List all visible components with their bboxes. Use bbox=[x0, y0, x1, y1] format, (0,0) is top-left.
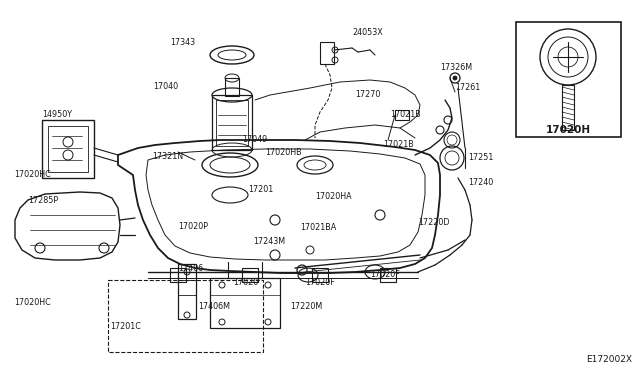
Text: E172002X: E172002X bbox=[586, 355, 632, 364]
Text: 17020HB: 17020HB bbox=[265, 148, 301, 157]
Text: 17040: 17040 bbox=[153, 82, 178, 91]
Bar bbox=[395, 110, 409, 120]
Text: 17021B: 17021B bbox=[383, 140, 413, 149]
Text: 17020P: 17020P bbox=[178, 222, 208, 231]
Text: 17020HA: 17020HA bbox=[315, 192, 351, 201]
Bar bbox=[48, 126, 88, 172]
Bar bbox=[170, 268, 186, 282]
Text: 14950Y: 14950Y bbox=[42, 110, 72, 119]
Text: 17326M: 17326M bbox=[440, 63, 472, 72]
Text: 17220D: 17220D bbox=[418, 218, 449, 227]
Bar bbox=[562, 85, 574, 130]
Bar bbox=[225, 78, 239, 96]
Text: 17020: 17020 bbox=[233, 278, 259, 287]
Text: 24053X: 24053X bbox=[352, 28, 383, 37]
Bar bbox=[42, 120, 94, 178]
Text: 17285P: 17285P bbox=[28, 196, 58, 205]
Bar bbox=[178, 264, 196, 319]
Text: 17406: 17406 bbox=[178, 264, 203, 273]
Bar bbox=[210, 278, 280, 328]
Bar bbox=[108, 280, 263, 352]
Text: 17220M: 17220M bbox=[290, 302, 323, 311]
Circle shape bbox=[453, 76, 457, 80]
Text: 17201C: 17201C bbox=[110, 322, 141, 331]
Bar bbox=[516, 22, 621, 137]
Text: 17020HC: 17020HC bbox=[14, 298, 51, 307]
Bar bbox=[212, 95, 252, 150]
Text: 17021B: 17021B bbox=[390, 110, 420, 119]
Bar bbox=[216, 100, 248, 146]
Text: 17021BA: 17021BA bbox=[300, 223, 336, 232]
Text: 17020HC: 17020HC bbox=[14, 170, 51, 179]
Text: 17020H: 17020H bbox=[545, 125, 591, 135]
Bar bbox=[320, 42, 334, 64]
Text: 17321N: 17321N bbox=[152, 152, 183, 161]
Text: 17020F: 17020F bbox=[370, 270, 400, 279]
Text: 17343: 17343 bbox=[170, 38, 195, 47]
Text: 17240: 17240 bbox=[468, 178, 493, 187]
Text: 17406M: 17406M bbox=[198, 302, 230, 311]
Text: 17243M: 17243M bbox=[253, 237, 285, 246]
Text: 17251: 17251 bbox=[468, 153, 493, 162]
Text: 17020F: 17020F bbox=[305, 278, 335, 287]
Text: 17201: 17201 bbox=[248, 185, 273, 194]
Bar bbox=[380, 268, 396, 282]
Text: 17270: 17270 bbox=[355, 90, 380, 99]
Text: 17049: 17049 bbox=[242, 135, 268, 144]
Text: 17261: 17261 bbox=[455, 83, 480, 92]
Bar bbox=[242, 268, 258, 282]
Bar bbox=[312, 268, 328, 282]
